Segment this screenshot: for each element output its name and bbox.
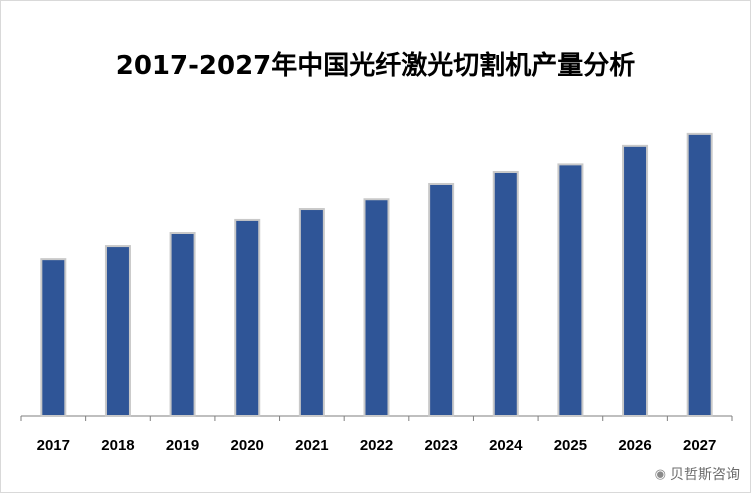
bar-2021 — [298, 208, 325, 417]
weibo-icon: ◉ — [654, 466, 666, 482]
x-tick-label: 2027 — [683, 437, 716, 454]
watermark: ◉ 贝哲斯咨询 — [655, 464, 740, 484]
watermark-text: 贝哲斯咨询 — [670, 467, 740, 483]
x-tick-label: 2023 — [424, 437, 457, 454]
bar-2019 — [169, 232, 196, 417]
x-tick-label: 2017 — [37, 437, 70, 454]
x-tick-label: 2022 — [360, 437, 393, 454]
bar-2026 — [622, 144, 649, 417]
chart-title: 2017-2027年中国光纤激光切割机产量分析 — [115, 51, 636, 81]
bar-2022 — [363, 198, 390, 417]
bar-2018 — [104, 245, 131, 417]
x-tick-label: 2018 — [101, 437, 134, 454]
bar-2025 — [557, 163, 584, 417]
bar-2017 — [40, 258, 67, 417]
bar-2023 — [428, 182, 455, 417]
bar-2024 — [492, 171, 519, 417]
x-tick-label: 2021 — [295, 437, 328, 454]
x-tick-label: 2026 — [618, 437, 651, 454]
bar-2020 — [234, 218, 261, 417]
x-tick-label: 2020 — [231, 437, 264, 454]
bar-2027 — [686, 132, 713, 417]
x-tick-label: 2025 — [554, 437, 587, 454]
x-tick-label: 2024 — [489, 437, 523, 454]
x-tick-label: 2019 — [166, 437, 199, 454]
